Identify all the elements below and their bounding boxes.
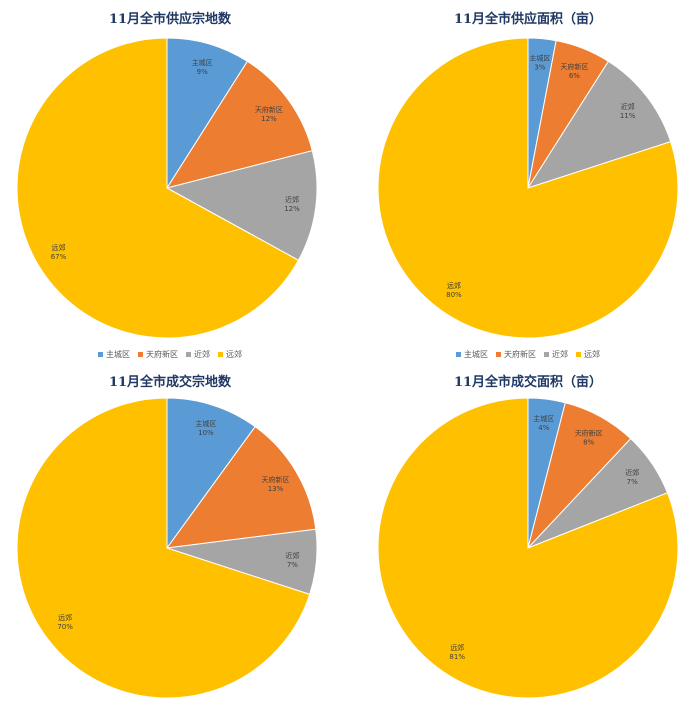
- pie-label-percent-supply-area-3: 80%: [446, 291, 462, 299]
- pie-label-percent-deal-area-0: 4%: [538, 424, 549, 432]
- legend-label: 近郊: [194, 350, 210, 359]
- legend-item: 近郊: [544, 349, 568, 360]
- pie-label-percent-deal-area-3: 81%: [449, 653, 465, 661]
- pie-slice-supply-parcels-1: [165, 60, 313, 189]
- legend-item: 天府新区: [138, 349, 178, 360]
- pie-label-category-deal-area-2: 近郊: [625, 468, 639, 477]
- pie-label-percent-supply-parcels-0: 9%: [197, 68, 208, 76]
- pie-slice-deal-parcels-1: [165, 425, 317, 549]
- pie-label-percent-deal-area-2: 7%: [627, 478, 638, 486]
- legend-swatch: [218, 352, 223, 357]
- pie-label-category-deal-parcels-2: 近郊: [285, 551, 299, 560]
- legend-label: 远郊: [584, 350, 600, 359]
- pie-label-percent-deal-parcels-0: 10%: [198, 429, 214, 437]
- pie-label-category-supply-area-3: 远郊: [447, 281, 461, 290]
- pie-label-category-deal-area-3: 远郊: [450, 643, 464, 652]
- legend-item: 主城区: [456, 349, 488, 360]
- legend-label: 天府新区: [146, 350, 178, 359]
- legend-label: 近郊: [552, 350, 568, 359]
- legend-swatch: [186, 352, 191, 357]
- legend-label: 主城区: [464, 350, 488, 359]
- legend-swatch: [576, 352, 581, 357]
- legend-swatch: [544, 352, 549, 357]
- legend-item: 天府新区: [496, 349, 536, 360]
- pie-label-category-supply-area-0: 主城区: [529, 54, 550, 63]
- pie-label-category-supply-parcels-0: 主城区: [192, 58, 213, 67]
- legend-label: 天府新区: [504, 350, 536, 359]
- pie-slice-supply-area-2: [526, 60, 672, 189]
- pie-label-category-supply-area-2: 近郊: [621, 102, 635, 111]
- pie-label-category-supply-parcels-3: 远郊: [52, 243, 66, 252]
- chart-title-supply-area: 11月全市供应面积（亩）: [453, 12, 603, 27]
- pie-slice-deal-parcels-3: [16, 397, 311, 699]
- pie-label-percent-deal-parcels-3: 70%: [57, 623, 73, 631]
- legend-swatch: [496, 352, 501, 357]
- pie-label-percent-supply-area-2: 11%: [620, 112, 636, 120]
- pie-slice-supply-parcels-0: [166, 37, 249, 190]
- pie-label-category-deal-parcels-0: 主城区: [195, 419, 216, 428]
- pie-slice-deal-area-3: [377, 397, 679, 699]
- pie-slice-deal-parcels-0: [166, 397, 256, 550]
- pie-label-category-supply-parcels-2: 近郊: [285, 195, 299, 204]
- legend-label: 远郊: [226, 350, 242, 359]
- pie-label-category-deal-parcels-3: 远郊: [58, 613, 72, 622]
- legend-item: 主城区: [98, 349, 130, 360]
- pie-label-percent-supply-area-0: 3%: [534, 64, 545, 72]
- pie-label-percent-supply-parcels-3: 67%: [51, 253, 67, 261]
- legend-item: 近郊: [186, 349, 210, 360]
- pie-slice-supply-area-3: [377, 37, 679, 339]
- legend-swatch: [456, 352, 461, 357]
- pie-slice-supply-parcels-2: [165, 150, 318, 261]
- chart-title-deal-parcels: 11月全市成交宗地数: [108, 375, 232, 390]
- legend-item: 远郊: [576, 349, 600, 360]
- pie-label-percent-deal-area-1: 8%: [583, 439, 594, 447]
- pie-label-percent-supply-area-1: 6%: [569, 72, 580, 80]
- legend-label: 主城区: [106, 350, 130, 359]
- legend-supply-area: 主城区 天府新区 近郊 远郊: [358, 349, 698, 360]
- chart-title-supply-parcels: 11月全市供应宗地数: [108, 12, 232, 27]
- legend-supply-parcels: 主城区 天府新区 近郊 远郊: [0, 349, 340, 360]
- pie-label-percent-supply-parcels-2: 12%: [284, 205, 300, 213]
- pie-label-percent-deal-parcels-1: 13%: [268, 485, 284, 493]
- legend-swatch: [138, 352, 143, 357]
- pie-label-category-deal-area-1: 天府新区: [575, 429, 603, 438]
- pie-label-category-deal-area-0: 主城区: [533, 414, 554, 423]
- pie-slice-supply-parcels-3: [16, 37, 300, 339]
- pie-label-percent-deal-parcels-2: 7%: [287, 561, 298, 569]
- pie-label-category-supply-parcels-1: 天府新区: [255, 105, 283, 114]
- pie-label-category-deal-parcels-1: 天府新区: [262, 475, 290, 484]
- pie-label-category-supply-area-1: 天府新区: [560, 62, 588, 71]
- chart-title-deal-area: 11月全市成交面积（亩）: [453, 375, 603, 390]
- legend-swatch: [98, 352, 103, 357]
- pie-label-percent-supply-parcels-1: 12%: [261, 115, 277, 123]
- legend-item: 远郊: [218, 349, 242, 360]
